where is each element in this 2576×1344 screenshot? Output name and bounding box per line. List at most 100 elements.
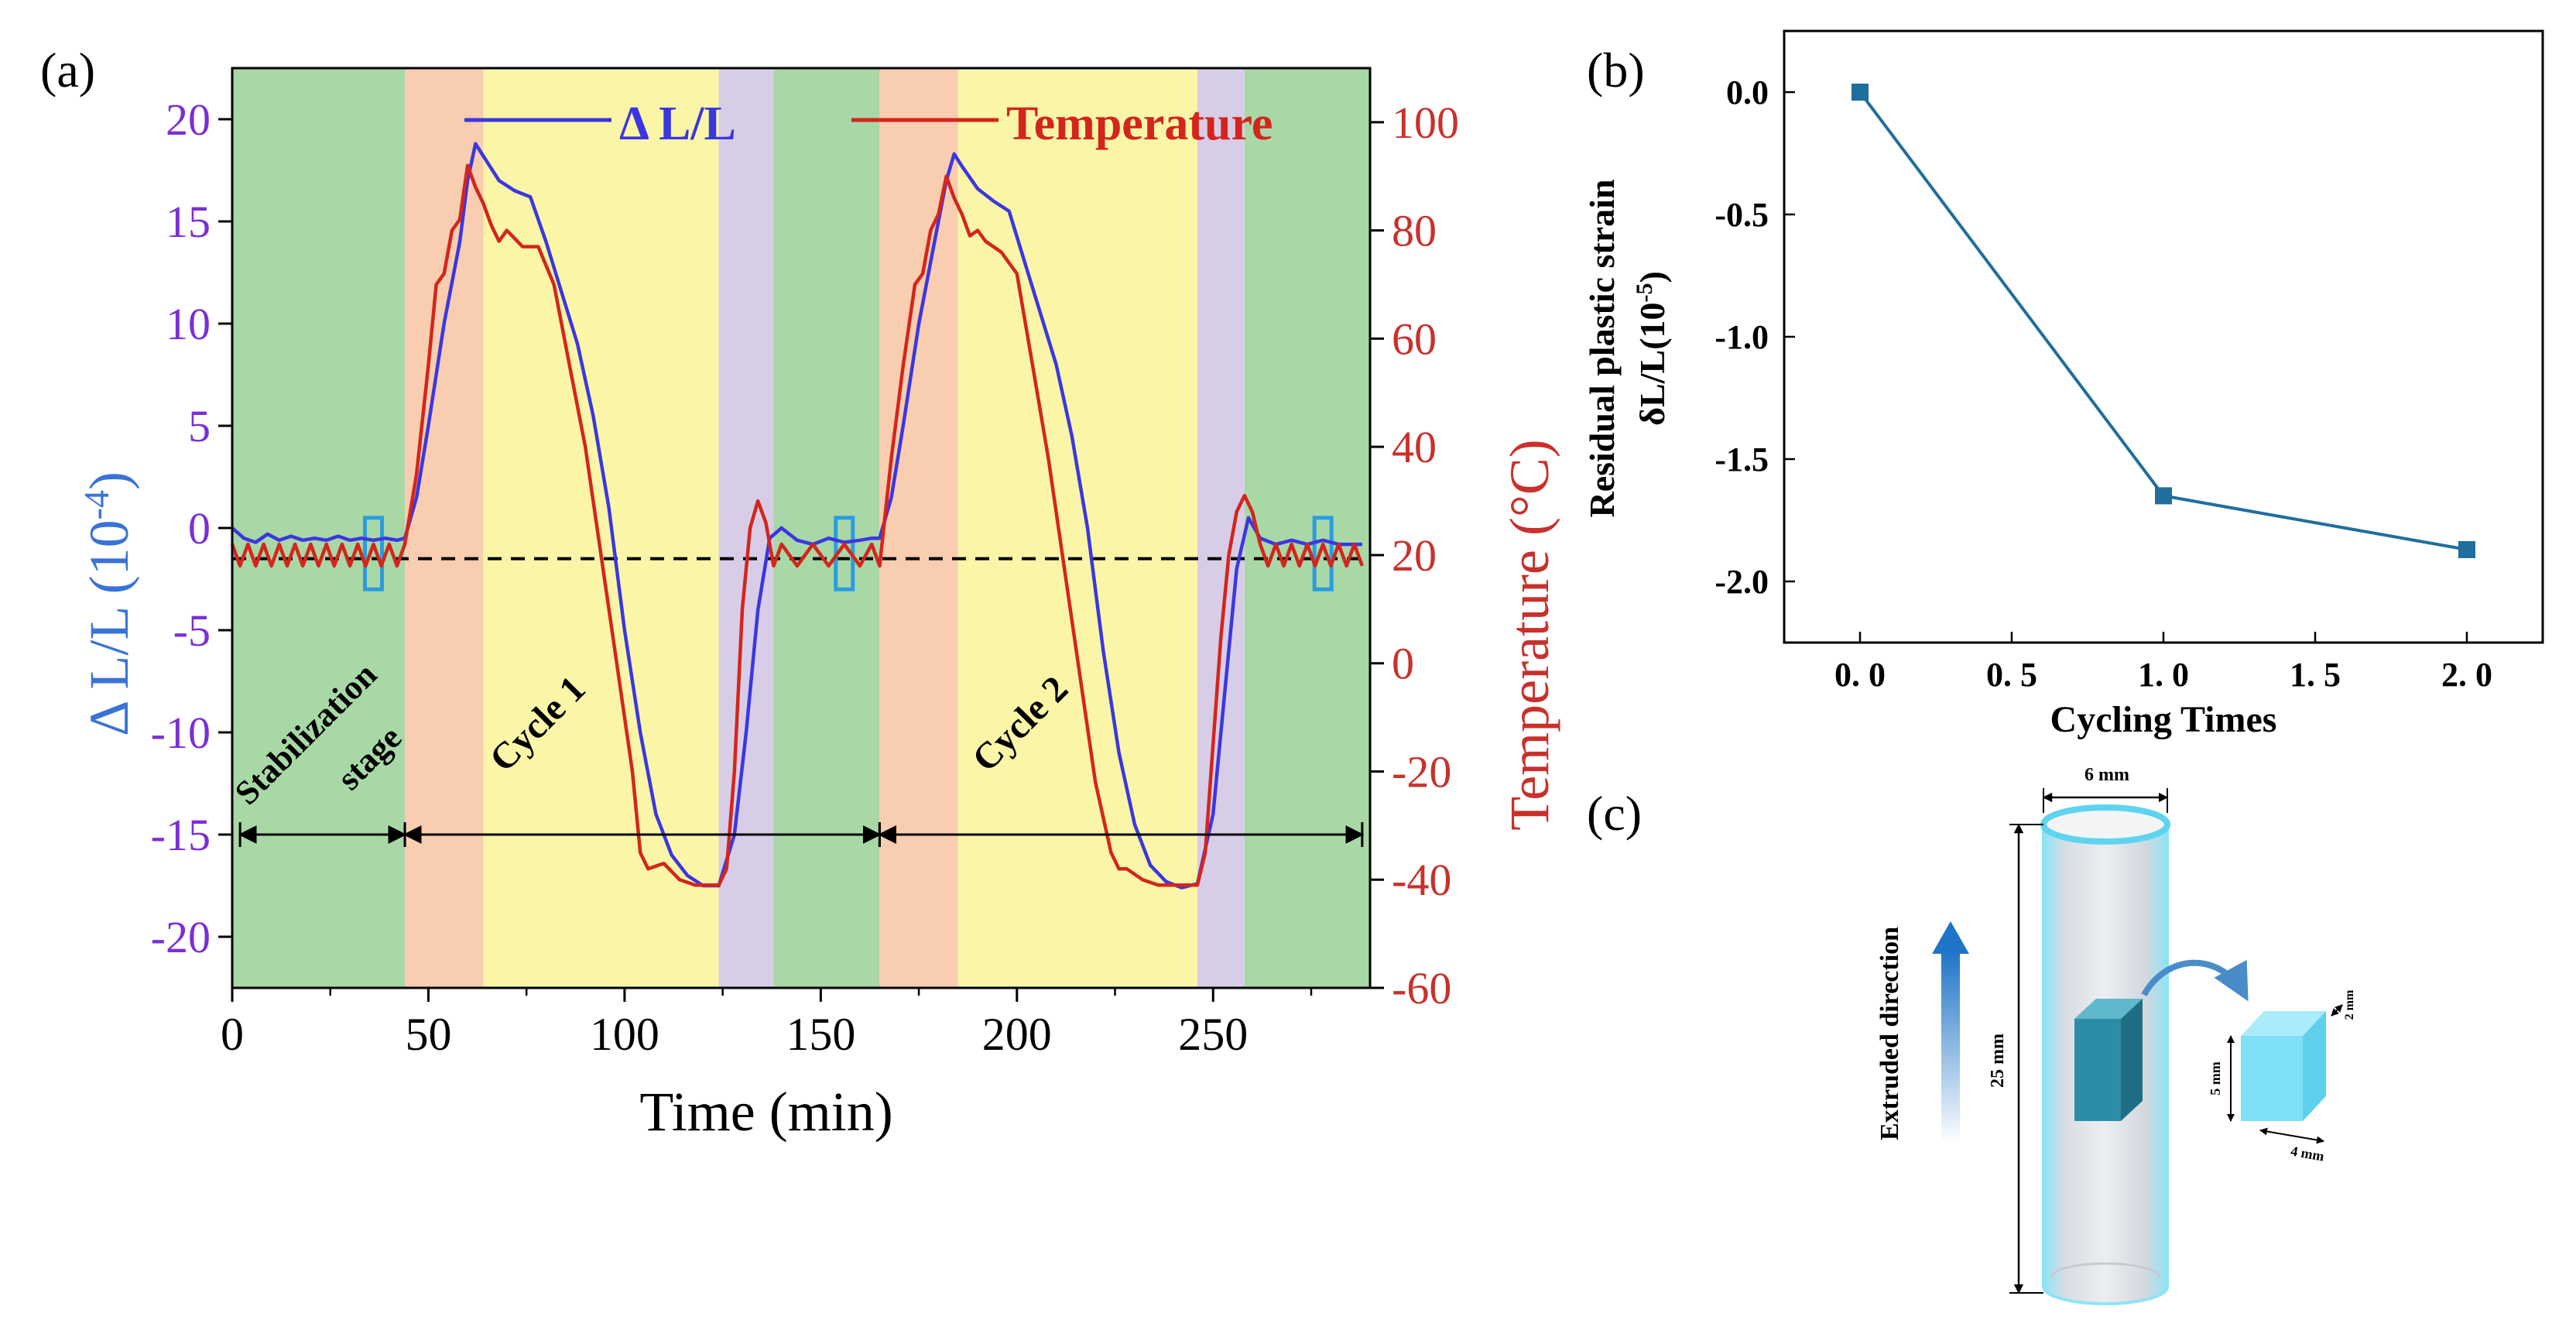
transfer-arrow [2141,959,2249,1002]
b-x-tick-label-0: 0. 0 [1834,656,1886,694]
panel-b-frame [1783,29,2544,644]
stage-band-4 [773,68,880,988]
panel-b-y-title-2: δL/L(10-5) [1632,271,1673,426]
stage-band-2 [483,68,719,988]
y-right-tick-label-1: 80 [1392,206,1437,256]
y-left-title-close: ) [78,471,140,490]
x-axis-title: Time (min) [639,1081,892,1143]
y-right-tick-label-2: 60 [1392,314,1437,364]
sample-dim-d-label: 2 mm [2343,989,2356,1020]
y-left-tick-label-7: -15 [151,810,211,860]
b-series-line [1858,91,2468,551]
dim-height-label-wrap: 25 mm [1988,1034,2008,1088]
stage-band-5 [879,68,958,988]
y-left-tick-label-0: 20 [166,94,211,145]
stage-bands [232,68,1370,988]
y-right-tick-label-5: 0 [1392,639,1414,689]
x-axis-ticks: 0 50 100 150 200 250 [221,988,1313,1060]
series-strain-line [231,142,1362,890]
panel-a: (a) 0 50 100 150 200 250 20151050-5-10-15-20 … [40,43,1560,1143]
b-data-point-1 [2155,487,2172,505]
panel-b-label: (b) [1587,43,1645,98]
panel-b: (b) 0. 0 0. 5 1. 0 1. 5 2. 0 0.0 -0.5 -1.0 -1.5… [1582,29,2544,740]
panel-a-label: (a) [40,43,95,98]
series-group [230,142,1365,890]
panel-b-y-ticks: 0.0 -0.5 -1.0 -1.5 -2.0 [1714,74,1795,601]
b-y-tick-label-4: -2.0 [1714,563,1769,601]
b-x-tick-label-2: 1. 0 [2138,656,2189,694]
highlight-box-0 [362,516,384,591]
legend-label-strain: Δ L/L [619,98,736,150]
extracted-sample-front [2241,1036,2303,1121]
y-left-axis-ticks: 20 15 10 5 0 -5 -10 -15 -20 [151,94,232,962]
extruded-direction-label: Extruded direction [1875,927,1904,1140]
y-left-tick-label-1: 15 [166,197,211,247]
y-right-title: Temperature (°C) [1499,439,1560,831]
panel-b-series [1852,84,2475,558]
y-left-tick-label-5: -5 [173,605,211,656]
cylinder-bottom-inner [2050,1262,2161,1278]
sample-dim-d-line [2331,1004,2343,1017]
y-right-axis-title: Temperature (°C) [1499,439,1560,831]
b-data-point-0 [1852,84,1869,101]
sample-dim-w-label: 4 mm [2290,1143,2325,1164]
panel-b-y-title-exp: -5 [1632,283,1657,302]
y-right-tick-label-8: -60 [1392,963,1451,1013]
panel-c-label: (c) [1587,786,1642,841]
b-x-tick-label-3: 1. 5 [2290,656,2341,694]
y-left-tick-label-6: -10 [151,708,211,758]
x-tick-label-3: 150 [786,1009,855,1060]
extruded-arrow-head [1932,921,1969,954]
stage-band-1 [405,68,484,988]
y-left-tick-label-8: -20 [151,912,211,962]
y-right-tick-label-0: 100 [1392,98,1459,148]
extruded-direction-label-wrap: Extruded direction [1875,927,1904,1140]
b-y-tick-label-0: 0.0 [1726,74,1769,111]
dim-width-label: 6 mm [2084,765,2129,785]
stage-band-8 [1244,68,1370,988]
y-left-axis-title: Δ L/L (10-4) [77,471,141,736]
legend: Δ L/L Temperature [464,98,1273,150]
extracted-sample-side [2303,1011,2326,1121]
panel-c: (c) Extruded direction 6 mm 25 mm [1587,765,2356,1305]
cylinder-top [2040,804,2170,845]
y-right-tick-label-6: -20 [1392,746,1451,797]
extracted-sample-top [2241,1011,2326,1036]
panel-b-y-title-1: Residual plastic strain [1582,179,1622,517]
y-right-axis-ticks: 100 80 60 40 20 0 -20 -40 -60 [1370,98,1459,1013]
svg-text:δL/L(10-5): δL/L(10-5) [1632,271,1673,426]
sample-block-front [2074,1019,2121,1121]
extruded-arrow-shaft [1941,951,1960,1144]
x-tick-label-2: 100 [590,1009,659,1060]
x-tick-label-5: 250 [1178,1009,1248,1060]
dim-height-label: 25 mm [1988,1034,2008,1088]
sample-dim-h-label: 5 mm [2208,1061,2223,1095]
sample-dim-h-label-wrap: 5 mm [2208,1061,2223,1095]
y-left-title-exp: -4 [77,490,116,519]
panel-b-y-title-main: δL/L(10 [1632,302,1672,425]
y-right-tick-label-7: -40 [1392,855,1451,905]
sample-dim-d-label-wrap: 2 mm [2343,989,2356,1020]
sample-block-top [2074,999,2143,1019]
y-left-tick-label-3: 5 [188,401,211,451]
panel-b-y-title-close: ) [1632,271,1672,283]
stage-band-0 [232,68,406,988]
panel-b-x-ticks: 0. 0 0. 5 1. 0 1. 5 2. 0 [1834,632,2492,694]
stage-band-6 [957,68,1197,988]
b-y-tick-label-1: -0.5 [1714,196,1769,234]
b-x-tick-label-4: 2. 0 [2441,656,2492,694]
y-left-tick-label-2: 10 [166,299,211,349]
y-right-tick-label-3: 40 [1392,422,1437,472]
b-y-tick-label-2: -1.0 [1714,318,1769,356]
svg-text:Δ L/L (10-4): Δ L/L (10-4) [77,471,141,736]
panel-b-x-title: Cycling Times [2050,699,2277,740]
b-x-tick-label-1: 0. 5 [1986,656,2037,694]
x-tick-label-1: 50 [405,1009,451,1060]
y-left-tick-label-4: 0 [188,503,211,554]
legend-label-temperature: Temperature [1006,98,1273,150]
sample-dim-w-line [2259,1127,2324,1144]
y-right-tick-label-4: 20 [1392,530,1437,581]
x-tick-label-0: 0 [221,1009,244,1060]
x-tick-label-4: 200 [982,1009,1052,1060]
